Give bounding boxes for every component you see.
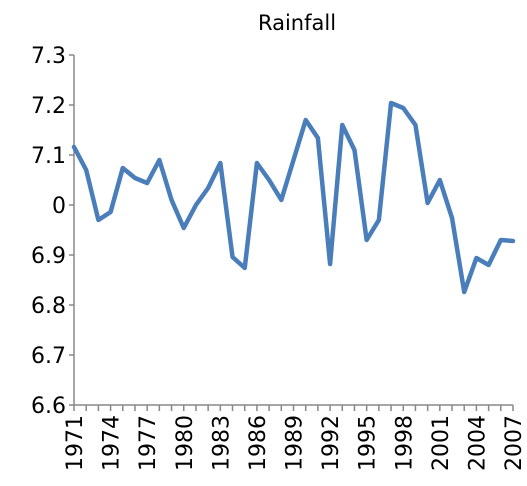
x-tick-label: 1995 <box>356 415 381 471</box>
x-tick-label: 1980 <box>173 415 198 471</box>
y-tick-label: 6.9 <box>31 244 66 269</box>
x-tick-label: 1971 <box>63 415 88 471</box>
y-tick-label: 6.8 <box>31 294 66 319</box>
y-tick-label: 7.2 <box>31 94 66 119</box>
x-tick-label: 1992 <box>319 415 344 471</box>
x-tick-label: 2004 <box>465 415 490 471</box>
x-tick-label: 1977 <box>136 415 161 471</box>
x-tick-label: 1998 <box>392 415 417 471</box>
chart-title: Rainfall <box>258 11 336 35</box>
y-tick-label: 0 <box>52 194 66 219</box>
y-tick-label: 7.1 <box>31 144 66 169</box>
x-tick-label: 2007 <box>502 415 527 471</box>
y-tick-label: 6.6 <box>31 394 66 419</box>
y-tick-label: 7.3 <box>31 44 66 69</box>
y-tick-label: 6.7 <box>31 344 66 369</box>
x-tick-label: 2001 <box>429 415 454 471</box>
data-line <box>71 100 516 295</box>
x-tick-label: 1989 <box>283 415 308 471</box>
x-tick-label: 1974 <box>100 415 125 471</box>
x-tick-label: 1986 <box>246 415 271 471</box>
x-tick-label: 1983 <box>209 415 234 471</box>
